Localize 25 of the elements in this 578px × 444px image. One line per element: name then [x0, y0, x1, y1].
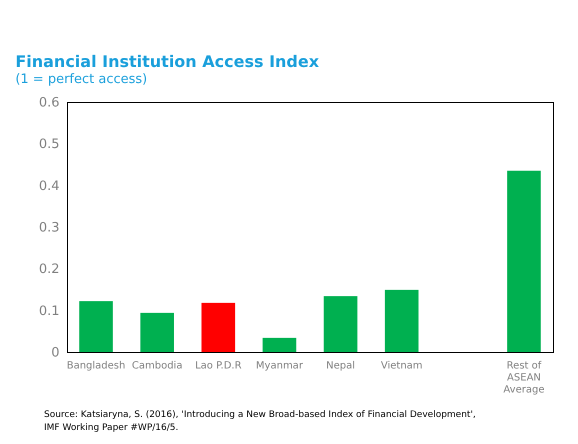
x-tick-label: Lao P.D.R: [195, 360, 242, 372]
bar: [262, 338, 296, 352]
y-tick-label: 0: [51, 346, 60, 360]
x-tick-label: Rest of ASEAN Average: [503, 360, 544, 396]
chart-title: Financial Institution Access Index: [15, 52, 320, 71]
bar: [79, 301, 113, 352]
x-tick-label: Cambodia: [132, 360, 182, 372]
bar: [324, 296, 358, 352]
x-tick-label: Myanmar: [256, 360, 304, 372]
y-tick-label: 0.3: [38, 220, 60, 236]
bar: [384, 290, 419, 352]
y-tick-label: 0.2: [38, 262, 60, 278]
y-tick-label: 0.6: [38, 96, 60, 110]
chart-subtitle: (1 = perfect access): [15, 72, 148, 87]
bar: [201, 302, 236, 352]
y-tick-label: 0.4: [38, 178, 60, 194]
text: IMF Working Paper #WP/16/5.: [44, 423, 178, 433]
source-note: Source: Katsiaryna, S. (2016), 'Introducing a New Broad-based Index of Financial Development',: [44, 410, 476, 420]
x-tick-label: Vietnam: [380, 360, 423, 372]
y-tick-label: 0.1: [38, 304, 60, 319]
bar: [140, 312, 174, 352]
x-tick-label: Bangladesh: [66, 360, 126, 372]
bar: [507, 170, 541, 352]
y-tick-label: 0.5: [38, 137, 60, 152]
x-tick-label: Nepal: [326, 360, 356, 372]
